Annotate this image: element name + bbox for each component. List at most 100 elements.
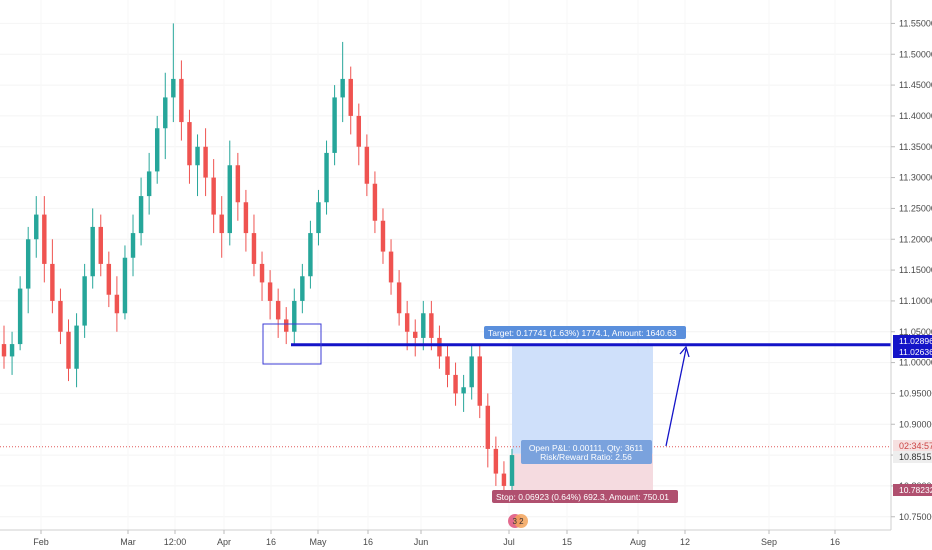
- x-tick-label: 12:00: [164, 537, 187, 547]
- y-tick-label: 11.20000: [899, 234, 932, 244]
- y-tick-label: 11.10000: [899, 296, 932, 306]
- candle-body: [429, 313, 434, 338]
- price-label-countdown: 02:34:57: [893, 440, 932, 452]
- target-label: Target: 0.17741 (1.63%) 1774.1, Amount: …: [484, 326, 686, 339]
- svg-text:10.78232: 10.78232: [899, 485, 932, 495]
- candle-body: [284, 319, 289, 332]
- candle-body: [243, 202, 249, 234]
- y-tick-label: 11.40000: [899, 111, 932, 121]
- y-tick-label: 10.95000: [899, 388, 932, 398]
- y-tick-label: 11.00000: [899, 358, 932, 368]
- candle-body: [195, 146, 200, 166]
- candle-body: [469, 356, 474, 388]
- candle-body: [251, 233, 257, 264]
- svg-text:Risk/Reward Ratio: 2.56: Risk/Reward Ratio: 2.56: [540, 452, 632, 462]
- events-badge[interactable]: 3 2: [508, 514, 528, 528]
- price-label-current: 10.85155: [893, 451, 932, 463]
- candle-body: [90, 226, 95, 277]
- y-tick-label: 11.25000: [899, 203, 932, 213]
- candle-body: [74, 325, 79, 369]
- y-tick-label: 10.75000: [899, 512, 932, 522]
- candle-body: [227, 165, 232, 234]
- candle-body: [42, 214, 47, 264]
- candle-body: [187, 122, 192, 166]
- candle-body: [380, 220, 386, 252]
- svg-text:Open P&L: 0.00111, Qty: 3611: Open P&L: 0.00111, Qty: 3611: [529, 443, 644, 453]
- candle-body: [1, 344, 7, 357]
- y-tick-label: 11.50000: [899, 49, 932, 59]
- candle-body: [445, 356, 450, 375]
- candle-body: [25, 239, 31, 289]
- highlight-box[interactable]: [262, 323, 322, 365]
- candle-body: [154, 128, 160, 172]
- candle-body: [211, 177, 216, 215]
- candle-body: [388, 251, 394, 283]
- candle-body: [477, 356, 482, 406]
- candle-body: [501, 473, 507, 486]
- x-tick-label: 15: [562, 537, 572, 547]
- candle-body: [437, 337, 442, 357]
- candle-body: [98, 226, 103, 264]
- y-tick-label: 11.45000: [899, 80, 932, 90]
- y-tick-label: 11.55000: [899, 18, 932, 28]
- candle-body: [171, 78, 176, 98]
- candle-body: [316, 202, 321, 234]
- price-label-entry: 11.02636: [893, 346, 932, 358]
- candle-body: [453, 374, 458, 394]
- svg-text:10.85155: 10.85155: [899, 452, 932, 462]
- candle-body: [421, 313, 426, 338]
- x-tick-label: 16: [830, 537, 840, 547]
- y-tick-label: 11.15000: [899, 265, 932, 275]
- candle-body: [82, 276, 87, 326]
- candle-body: [66, 331, 71, 369]
- candle-body: [50, 263, 55, 301]
- candle-body: [332, 97, 337, 153]
- candle-body: [179, 78, 184, 123]
- projection-arrow[interactable]: [665, 345, 690, 447]
- x-tick-label: Apr: [217, 537, 231, 547]
- open-pnl-label: Open P&L: 0.00111, Qty: 3611 Risk/Reward…: [521, 440, 652, 464]
- candle-body: [300, 276, 305, 301]
- x-tick-label: Jul: [503, 537, 515, 547]
- candle-body: [396, 282, 402, 314]
- candle-body: [122, 257, 128, 314]
- candle-body: [106, 263, 112, 295]
- candle-body: [275, 300, 281, 320]
- candle-body: [485, 405, 491, 449]
- candle-body: [493, 448, 499, 474]
- candle-body: [9, 344, 15, 357]
- y-tick-label: 10.90000: [899, 419, 932, 429]
- x-tick-label: Aug: [630, 537, 646, 547]
- candle-body: [413, 331, 418, 338]
- y-tick-label: 11.35000: [899, 142, 932, 152]
- candle-body: [292, 300, 297, 332]
- candle-body: [203, 146, 208, 178]
- candle-body: [372, 183, 378, 221]
- svg-text:11.02896: 11.02896: [899, 336, 932, 346]
- x-tick-label: Mar: [120, 537, 136, 547]
- candle-body: [461, 387, 466, 394]
- candle-body: [340, 78, 345, 98]
- candle-body: [235, 165, 241, 203]
- svg-text:Stop: 0.06923 (0.64%) 692.3, A: Stop: 0.06923 (0.64%) 692.3, Amount: 750…: [496, 492, 669, 502]
- x-tick-label: 16: [363, 537, 373, 547]
- candle-body: [308, 233, 313, 277]
- candle-body: [146, 171, 152, 197]
- x-tick-label: Feb: [33, 537, 49, 547]
- x-tick-label: May: [309, 537, 327, 547]
- candle-body: [17, 288, 23, 345]
- y-tick-label: 11.05000: [899, 327, 932, 337]
- x-tick-label: Sep: [761, 537, 777, 547]
- x-tick-label: 16: [266, 537, 276, 547]
- candle-body: [138, 196, 144, 234]
- x-axis[interactable]: Feb Mar 12:00 Apr 16 May 16 Jun Jul 15 Aug 12 Sep 16: [33, 530, 840, 547]
- reward-zone[interactable]: [512, 344, 653, 454]
- x-tick-label: 12: [680, 537, 690, 547]
- svg-text:Target: 0.17741 (1.63%) 1774.1: Target: 0.17741 (1.63%) 1774.1, Amount: …: [488, 328, 677, 338]
- candle-body: [34, 214, 39, 240]
- price-label-stop: 10.78232: [893, 484, 932, 496]
- candle-body: [324, 152, 329, 203]
- candle-body: [267, 282, 273, 301]
